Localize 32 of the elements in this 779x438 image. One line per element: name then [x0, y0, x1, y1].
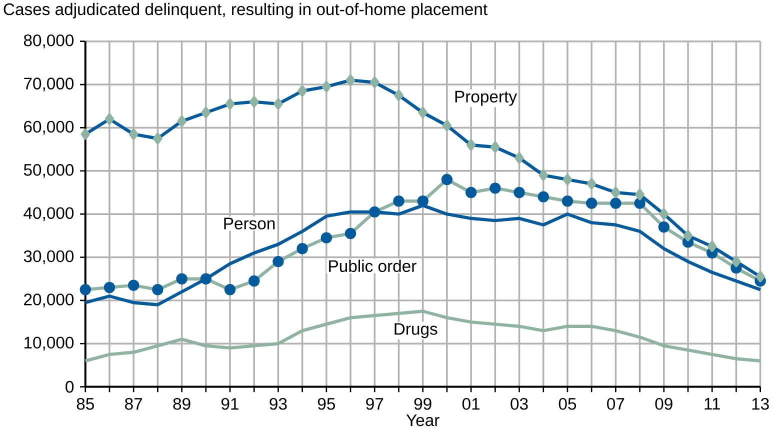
y-tick-label: 60,000	[24, 121, 74, 135]
x-tick-label: 85	[76, 398, 94, 410]
y-tick-label: 0	[66, 381, 74, 393]
y-tick-label: 70,000	[24, 78, 74, 92]
x-tick-label: 11	[704, 398, 720, 410]
point	[369, 206, 380, 218]
y-tick-label: 20,000	[24, 294, 74, 308]
x-tick-label: 99	[414, 398, 432, 410]
y-tick-label: 40,000	[24, 207, 74, 222]
x-axis-title: Year	[406, 414, 440, 426]
series-label: Person	[224, 218, 275, 230]
chart-title: Cases adjudicated delinquent, resulting in out-of-home placement	[4, 3, 488, 19]
y-tick-label: 80,000	[24, 34, 74, 48]
x-tick-label: 87	[125, 398, 142, 410]
x-tick-label: 13	[752, 398, 769, 410]
x-tick-label: 05	[558, 398, 576, 410]
series-label: Public order	[329, 260, 416, 272]
point	[200, 274, 212, 285]
y-tick-label: 50,000	[24, 164, 74, 178]
x-tick-label: 91	[222, 398, 238, 410]
x-tick-label: 01	[462, 398, 480, 410]
x-tick-label: 93	[270, 398, 287, 410]
x-tick-label: 07	[607, 398, 624, 410]
series-label: Drugs	[394, 323, 438, 338]
x-tick-label: 97	[366, 398, 384, 410]
x-tick-label: 03	[510, 398, 528, 410]
series-label: Property	[455, 91, 517, 106]
x-tick-label: 95	[318, 398, 335, 410]
x-tick-label: 09	[655, 398, 672, 410]
y-tick-label: 30,000	[24, 250, 74, 264]
x-tick-label: 89	[173, 398, 190, 410]
y-tick-label: 10,000	[24, 337, 74, 351]
